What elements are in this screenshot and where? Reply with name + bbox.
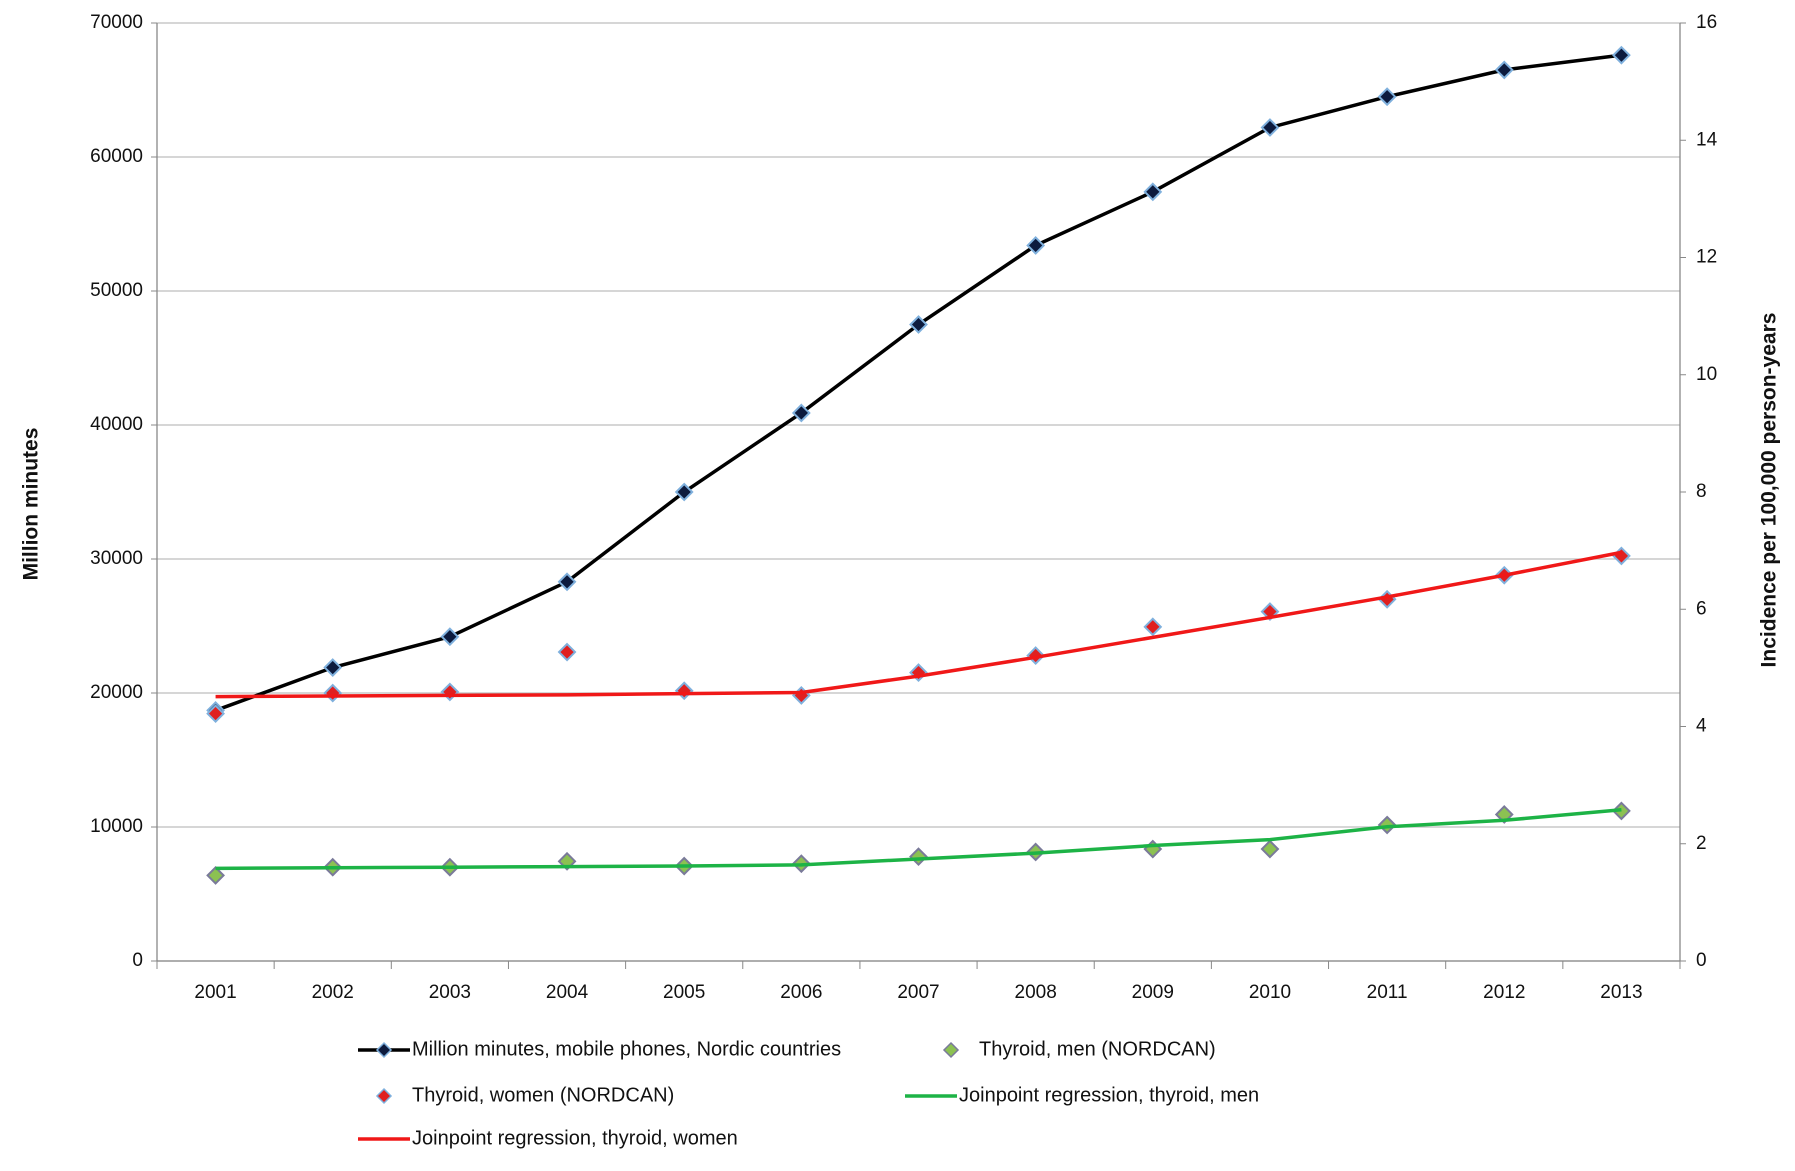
x-tick-label: 2011 [1367,982,1408,1003]
legend-label: Thyroid, women (NORDCAN) [412,1084,674,1106]
legend-marker [375,1087,393,1105]
x-tick-label: 2001 [194,982,236,1003]
x-tick-label: 2007 [897,982,939,1003]
y-tick-label: 70000 [90,12,143,33]
data-point [440,627,460,647]
x-tick-label: 2006 [780,982,822,1003]
legend-label: Million minutes, mobile phones, Nordic c… [412,1038,841,1060]
y2-tick-label: 16 [1696,12,1717,33]
y2-tick-label: 8 [1696,481,1707,502]
data-point [909,315,928,334]
y2-tick-label: 6 [1696,598,1707,619]
data-point [1612,546,1631,566]
y2-axis-title: Incidence per 100,000 person-years [1758,313,1781,668]
legend: Million minutes, mobile phones, Nordic c… [358,1038,1259,1149]
y-tick-label: 0 [132,950,143,971]
legend-marker [375,1041,393,1059]
data-point [1026,236,1046,255]
data-point [1143,839,1163,859]
x-tick-label: 2005 [663,982,705,1003]
data-point [791,403,811,423]
y-tick-label: 10000 [90,816,143,837]
series-line [214,53,1622,713]
x-tick-label: 2008 [1015,982,1057,1003]
data-point [323,683,343,703]
data-point [557,851,577,871]
y2-tick-label: 2 [1696,833,1707,854]
data-point [1143,617,1163,637]
y2-tick-label: 4 [1696,716,1707,737]
x-tick-label: 2002 [312,982,354,1003]
data-point [1377,87,1397,107]
x-tick-label: 2003 [429,982,471,1003]
data-point [323,658,343,677]
legend-marker [942,1041,960,1059]
y-tick-label: 50000 [90,280,143,301]
data-point [440,682,460,702]
data-point [909,847,928,867]
x-tick-label: 2004 [546,982,589,1003]
data-point [557,642,577,662]
data-point [1377,815,1397,835]
data-point [1143,182,1163,202]
data-point [1494,60,1514,80]
data-point [206,865,225,885]
series-line [215,808,1622,871]
data-point [674,482,694,502]
y2-tick-label: 10 [1696,364,1717,385]
y2-tick-label: 0 [1696,950,1707,971]
y-axis-title: Million minutes [20,428,43,581]
data-point [557,572,577,592]
y2-tick-label: 14 [1696,129,1718,150]
y-tick-label: 30000 [90,548,143,569]
x-tick-label: 2012 [1483,982,1525,1003]
x-tick-label: 2010 [1249,982,1291,1003]
y-tick-label: 40000 [90,414,143,435]
x-tick-label: 2009 [1132,982,1174,1003]
data-point [206,704,225,724]
y2-tick-label: 12 [1696,247,1717,268]
x-tick-label: 2013 [1600,982,1642,1003]
data-point [1260,839,1280,859]
y-tick-label: 20000 [90,682,143,703]
legend-label: Thyroid, men (NORDCAN) [979,1038,1216,1060]
data-point [674,681,694,701]
series-line [215,550,1622,699]
data-point [1260,118,1280,137]
y-tick-label: 60000 [90,146,143,167]
data-point [1612,45,1631,65]
data-point [1494,805,1514,824]
data-point [791,686,811,705]
legend-label: Joinpoint regression, thyroid, men [959,1084,1259,1106]
legend-label: Joinpoint regression, thyroid, women [412,1127,738,1149]
